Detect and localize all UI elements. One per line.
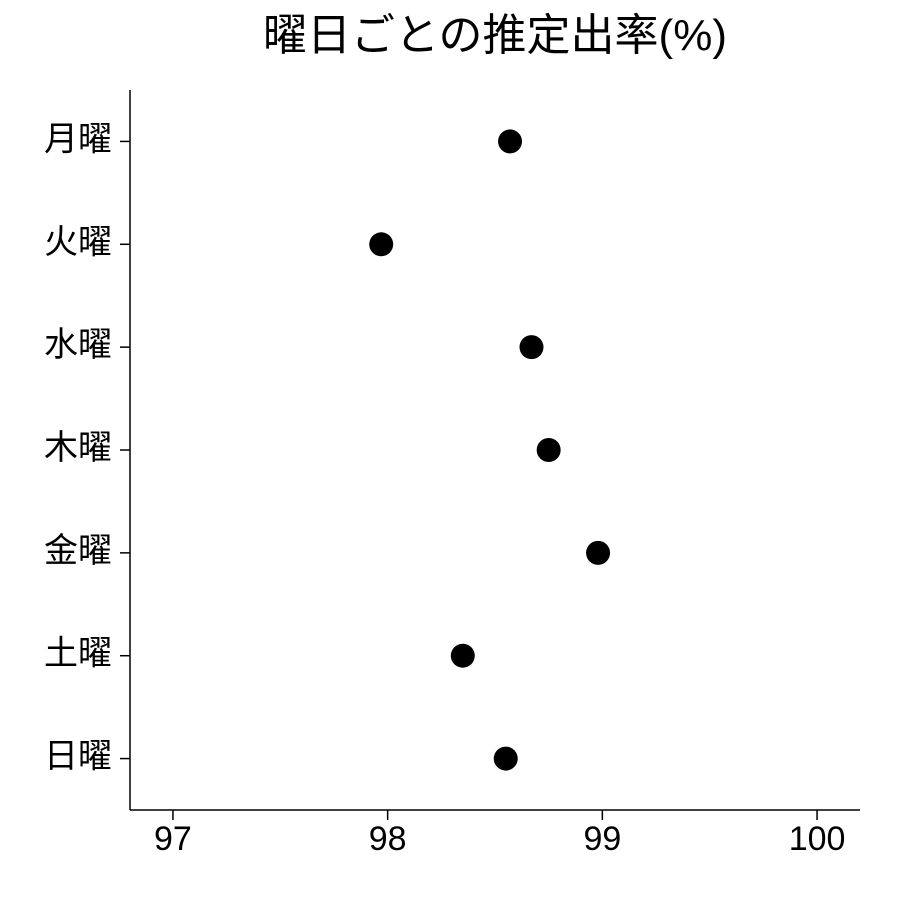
chart-title: 曜日ごとの推定出率(%) xyxy=(263,11,727,60)
x-tick-label: 98 xyxy=(369,820,407,858)
y-tick-label: 土曜 xyxy=(44,635,112,673)
data-point xyxy=(451,644,475,668)
dot-chart: 曜日ごとの推定出率(%) 月曜火曜水曜木曜金曜土曜日曜 97 98 99 100 xyxy=(0,0,900,900)
data-point xyxy=(494,747,518,771)
data-point xyxy=(498,129,522,153)
data-point xyxy=(369,232,393,256)
y-tick-label: 日曜 xyxy=(44,738,112,776)
x-tick-label: 97 xyxy=(154,820,192,858)
x-tick-label: 99 xyxy=(583,820,621,858)
x-tick-label: 100 xyxy=(789,820,846,858)
data-point xyxy=(520,335,544,359)
y-tick-label: 金曜 xyxy=(44,532,112,570)
y-tick-label: 火曜 xyxy=(44,223,112,261)
data-point xyxy=(586,541,610,565)
y-tick-label: 木曜 xyxy=(44,429,112,467)
y-tick-label: 月曜 xyxy=(44,120,112,158)
chart-container: 曜日ごとの推定出率(%) 月曜火曜水曜木曜金曜土曜日曜 97 98 99 100 xyxy=(0,0,900,900)
data-point xyxy=(537,438,561,462)
y-tick-label: 水曜 xyxy=(44,326,112,364)
